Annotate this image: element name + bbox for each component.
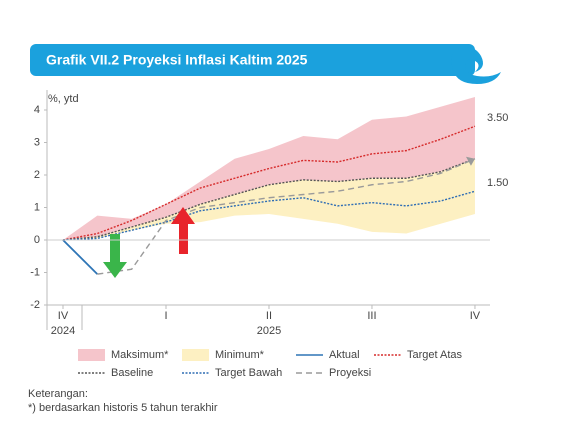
- legend-swatch: [182, 349, 209, 361]
- x-tick-label: I: [164, 310, 167, 322]
- legend-label: Minimum*: [215, 349, 265, 361]
- y-axis-label: %, ytd: [48, 93, 79, 105]
- y-tick-label: 2: [34, 169, 40, 181]
- line: [62, 158, 476, 241]
- line: [62, 190, 476, 241]
- x-tick-label: IV: [470, 310, 481, 322]
- value-label: 1.50: [487, 177, 508, 189]
- y-tick-label: 0: [34, 234, 40, 246]
- y-tick-label: -1: [30, 266, 40, 278]
- legend-label: Target Atas: [407, 349, 463, 361]
- line: [62, 239, 98, 275]
- x-tick-label: III: [367, 310, 376, 322]
- x-group-label: 2024: [51, 325, 75, 337]
- y-tick-label: -2: [30, 299, 40, 311]
- value-label: 3.50: [487, 112, 508, 124]
- y-tick-label: 3: [34, 136, 40, 148]
- x-tick-label: II: [266, 310, 272, 322]
- wave-icon: [451, 47, 501, 84]
- legend-label: Proyeksi: [329, 367, 371, 379]
- line: [62, 125, 476, 241]
- x-tick-label: IV: [58, 310, 69, 322]
- legend-label: Baseline: [111, 367, 153, 379]
- up-arrow: [171, 207, 195, 254]
- legend-swatch: [78, 349, 105, 361]
- legend-label: Aktual: [329, 349, 360, 361]
- area: [63, 158, 475, 240]
- plot: [62, 97, 476, 275]
- line: [97, 158, 476, 275]
- y-tick-label: 4: [34, 104, 40, 116]
- chart-title: Grafik VII.2 Proyeksi Inflasi Kaltim 202…: [46, 52, 308, 68]
- arrow-head: [465, 156, 475, 166]
- y-tick-label: 1: [34, 201, 40, 213]
- down-arrow: [103, 234, 127, 278]
- note: Keterangan:: [28, 388, 88, 400]
- legend-label: Target Bawah: [215, 367, 282, 379]
- legend-label: Maksimum*: [111, 349, 169, 361]
- title-banner: [30, 44, 475, 76]
- note: *) berdasarkan historis 5 tahun terakhir: [28, 402, 218, 414]
- x-group-label: 2025: [257, 325, 281, 337]
